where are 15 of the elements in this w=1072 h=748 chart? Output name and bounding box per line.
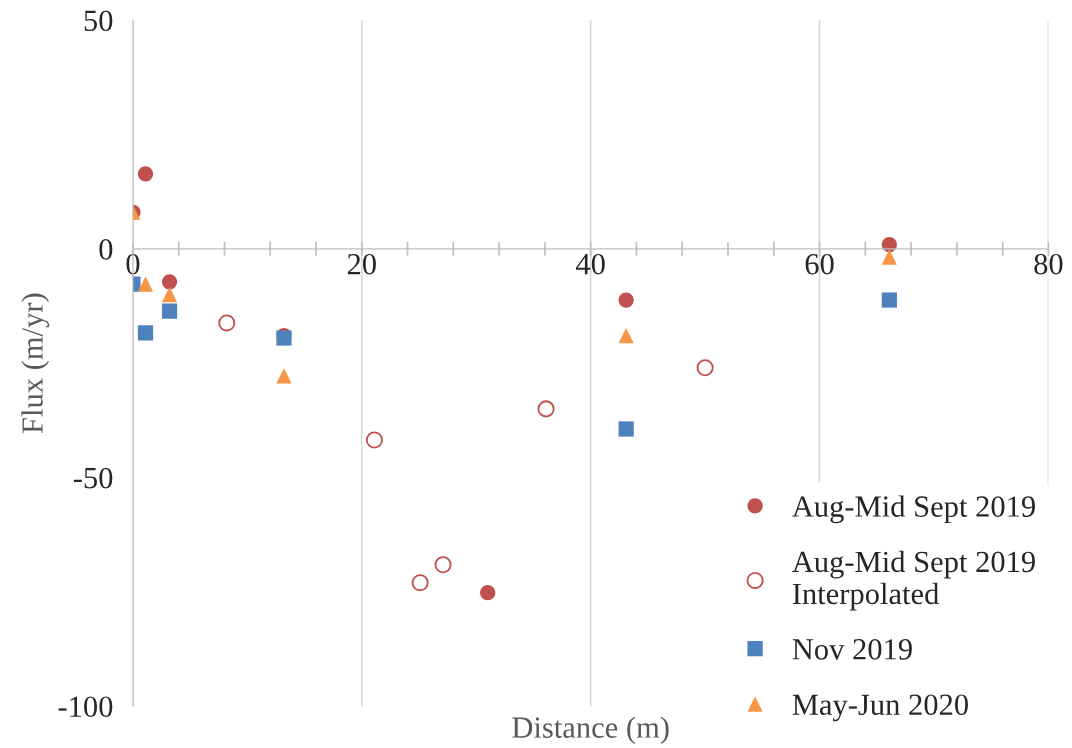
y-tick-label: 0 (99, 239, 113, 260)
legend-label: Nov 2019 (792, 639, 912, 660)
y-tick-label: -50 (73, 467, 113, 489)
x-tick-label: 60 (805, 253, 834, 275)
x-tick-label: 20 (347, 253, 376, 275)
x-axis-title: Distance (m) (512, 716, 669, 745)
x-tick-label: 0 (126, 253, 140, 275)
legend-label: Aug-Mid Sept 2019 Interpolated (792, 550, 1035, 611)
y-tick-label: -100 (58, 696, 113, 718)
legend-label: Aug-Mid Sept 2019 (792, 495, 1035, 524)
x-tick-label: 80 (1034, 253, 1063, 275)
x-tick-label: 40 (575, 253, 605, 275)
legend-label: May-Jun 2020 (792, 694, 968, 722)
y-axis-title: Flux (m/yr) (21, 293, 50, 434)
y-tick-label: 50 (84, 10, 113, 32)
